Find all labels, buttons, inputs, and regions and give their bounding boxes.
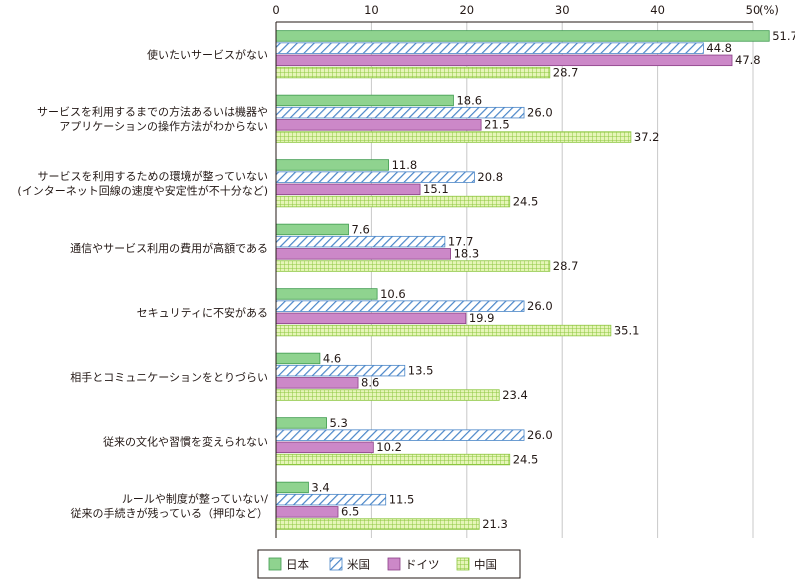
data-label: 28.7 [553,65,579,79]
bar-usa [275,429,525,441]
data-label: 18.3 [454,247,480,261]
bar-usa [275,364,406,377]
bar-china [275,518,480,530]
data-label: 21.5 [484,118,510,132]
x-tick-label: 20 [459,3,474,17]
category-label: 従来の文化や習慣を変えられない [103,434,268,448]
unit-label: (%) [759,3,779,17]
bar-germany [275,377,359,389]
bar-usa [275,235,446,248]
category-label: 通信やサービス利用の費用が高額である [70,241,268,255]
category-label: (インターネット回線の速度や安定性が不十分など) [17,184,268,198]
bar-japan [275,223,349,236]
data-label: 37.2 [634,130,660,144]
legend-swatch-china [456,557,470,571]
category-label: アプリケーションの操作方法がわからない [59,119,268,133]
data-label: 3.4 [311,480,329,494]
data-label: 20.8 [477,170,503,184]
data-label: 7.6 [352,222,370,236]
data-label: 23.4 [502,388,528,402]
category-label: 従来の手続きが残っている（押印など） [71,506,268,520]
bar-usa [275,171,475,183]
bar-germany [275,119,482,131]
x-tick-label: 30 [555,3,570,17]
legend-label: 米国 [347,558,370,572]
data-label: 15.1 [423,182,449,196]
bar-japan [275,159,389,171]
category-label: 使いたいサービスがない [147,47,268,61]
bar-japan [275,288,378,300]
bar-china [275,389,500,401]
legend: 日本 米国 ドイツ 中国 [257,549,521,579]
x-tick-label: 0 [272,3,279,17]
bar-japan [275,352,321,365]
data-label: 5.3 [330,416,348,430]
data-label: 21.3 [482,517,508,531]
bar-china [275,260,551,272]
legend-label: ドイツ [405,558,440,572]
bar-usa [275,493,387,506]
bar-germany [275,441,374,454]
data-label: 26.0 [527,428,553,442]
legend-label: 中国 [474,558,497,572]
legend-swatch-germany [387,557,401,571]
x-tick-label: 40 [650,3,665,17]
data-label: 8.6 [361,376,379,390]
data-label: 11.5 [389,492,415,506]
x-tick-label: 10 [364,3,379,17]
bar-germany [275,248,451,260]
data-label: 17.7 [448,234,474,248]
data-label: 26.0 [527,299,553,313]
bar-germany [275,506,339,518]
data-label: 51.7 [772,29,795,43]
data-label: 24.5 [513,452,539,466]
category-label: セキュリティに不安がある [137,305,268,319]
category-label: ルールや制度が整っていない/ [122,492,268,506]
data-label: 6.5 [341,505,359,519]
bar-germany [275,183,421,196]
bar-germany [275,54,733,67]
legend-label: 日本 [286,558,309,572]
legend-swatch-usa [329,557,343,571]
bar-china [275,453,511,466]
bar-usa [275,42,704,54]
bar-germany [275,312,467,325]
bar-usa [275,300,525,312]
data-label: 28.7 [553,259,579,273]
category-label: 相手とコミュニケーションをとりづらい [70,370,268,384]
data-label: 10.6 [380,287,406,301]
data-label: 10.2 [376,440,402,454]
data-label: 4.6 [323,351,341,365]
data-label: 44.8 [706,41,732,55]
bar-japan [275,481,309,494]
data-label: 35.1 [614,323,640,337]
data-label: 11.8 [392,158,418,172]
category-label: サービスを利用するための環境が整っていない [38,169,268,183]
data-label: 19.9 [469,311,495,325]
x-tick-label: 50 [746,3,761,17]
bar-china [275,195,511,208]
bar-china [275,324,612,337]
bar-china [275,66,551,79]
data-label: 18.6 [456,93,482,107]
bar-japan [275,30,770,42]
bar-china [275,131,632,143]
data-label: 13.5 [408,363,434,377]
bar-usa [275,106,525,119]
data-label: 24.5 [513,194,539,208]
bar-japan [275,94,454,107]
data-label: 47.8 [735,53,761,67]
bar-japan [275,417,327,429]
category-label: サービスを利用するまでの方法あるいは機器や [37,105,268,119]
legend-swatch-japan [268,557,282,571]
data-label: 26.0 [527,105,553,119]
